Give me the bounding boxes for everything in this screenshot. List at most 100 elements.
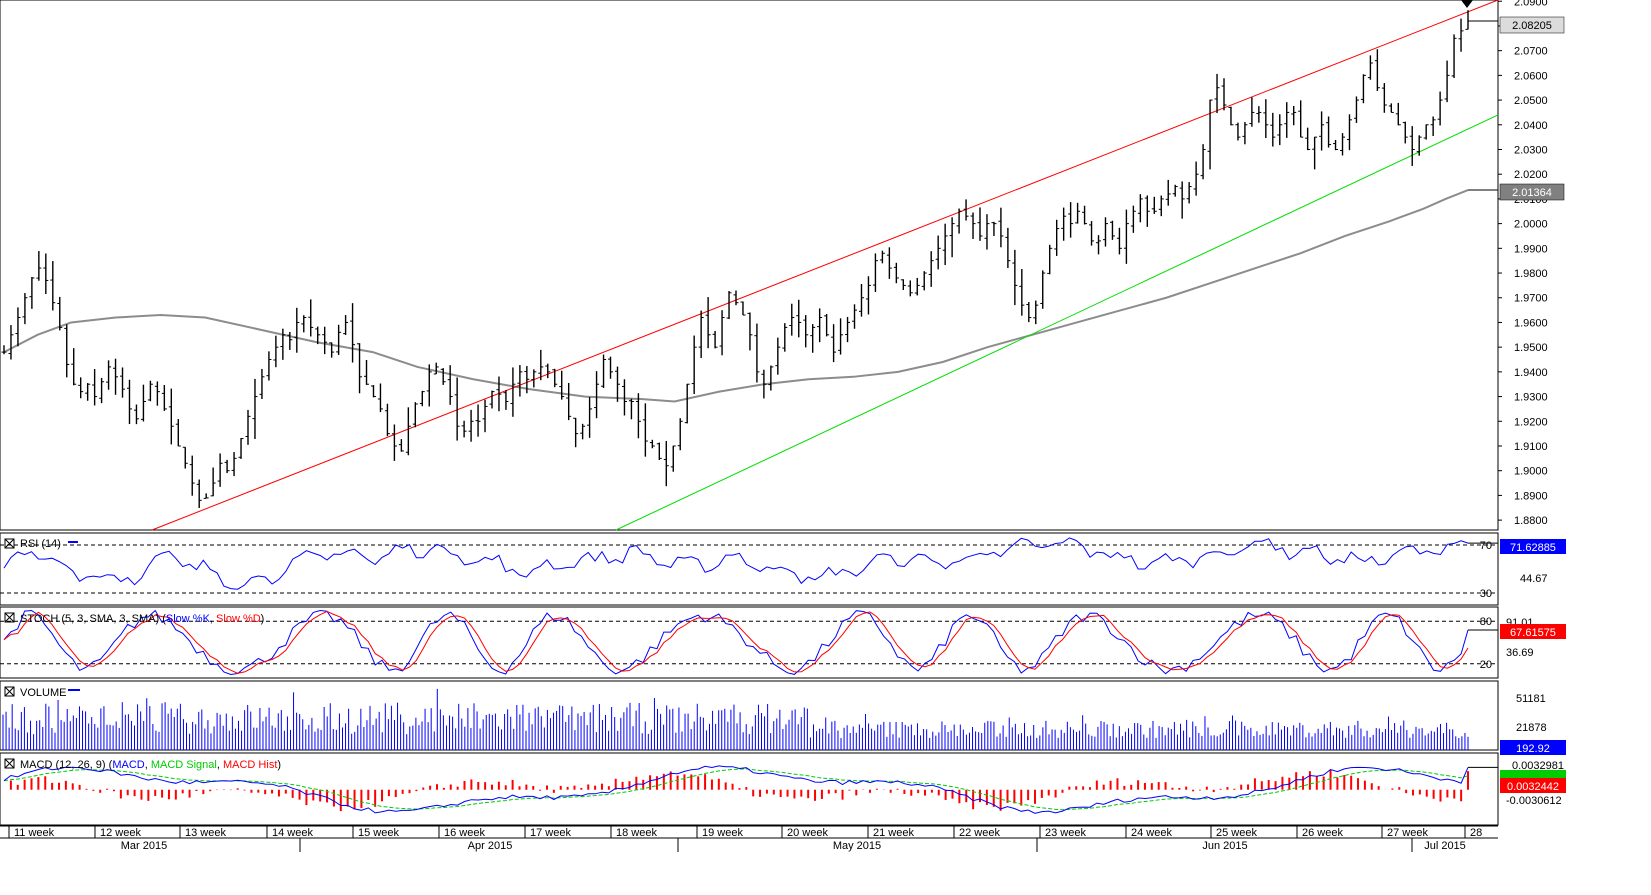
time-axis: 11 week 12 week 13 week 14 week 15 week 16 we… — [0, 825, 1498, 895]
price-bar — [308, 299, 314, 337]
price-bar — [1333, 139, 1339, 151]
price-bar — [733, 290, 739, 306]
price-bar — [1430, 116, 1436, 136]
price-bar — [85, 383, 91, 401]
price-bar — [154, 381, 160, 406]
price-bar — [928, 251, 934, 287]
price-tick-label: 2.0900 — [1514, 0, 1548, 8]
week-label: 19 week — [702, 827, 743, 839]
price-bar — [886, 247, 892, 279]
price-plot-area — [0, 0, 1499, 531]
price-bar — [649, 439, 655, 449]
price-bar — [161, 384, 167, 411]
price-bar — [1019, 269, 1025, 316]
price-bar — [1033, 300, 1039, 325]
week-label: 12 week — [100, 827, 141, 839]
price-bar — [1395, 102, 1401, 126]
macd-panel[interactable]: MACD (12, 26, 9) (MACD, MACD Signal, MAC… — [0, 752, 1566, 826]
price-bar — [1249, 97, 1255, 127]
price-bar — [1458, 18, 1464, 52]
month-label: Jul 2015 — [1424, 840, 1466, 852]
price-bar — [315, 326, 321, 345]
week-label: 25 week — [1216, 827, 1257, 839]
price-bar — [1256, 106, 1262, 123]
price-bar — [15, 307, 21, 347]
price-bar — [1228, 106, 1234, 126]
price-tick-label: 1.9600 — [1514, 317, 1548, 329]
price-bar — [133, 404, 139, 425]
price-bar — [1200, 144, 1206, 180]
volume-panel[interactable]: VOLUME 51181 21878 192.92 — [0, 680, 1566, 755]
collapse-box-cross — [4, 686, 15, 697]
price-bar — [1291, 105, 1297, 126]
week-label: 17 week — [530, 827, 571, 839]
week-label: 27 week — [1387, 827, 1428, 839]
price-bar — [398, 439, 404, 452]
price-bar — [78, 377, 84, 399]
price-bar — [1144, 195, 1150, 227]
rsi-axis-label: 44.67 — [1520, 573, 1548, 585]
price-bar — [384, 403, 390, 437]
macd-value-text: 0.0032442 — [1507, 781, 1559, 793]
price-bar — [1374, 49, 1380, 91]
price-bar — [447, 365, 453, 405]
price-bar — [1068, 202, 1074, 238]
price-bar — [1179, 181, 1185, 219]
price-bar — [266, 351, 272, 381]
week-label: 16 week — [444, 827, 485, 839]
price-bar — [601, 354, 607, 389]
price-bar — [635, 393, 641, 439]
price-bar — [43, 253, 49, 295]
stoch-d-line — [3, 610, 1469, 674]
price-bar — [517, 365, 523, 397]
price-bar — [468, 409, 474, 442]
price-bar — [1388, 103, 1394, 113]
price-tick-label: 2.0300 — [1514, 144, 1548, 156]
stoch-level-label: 20 — [1480, 659, 1492, 671]
macd-title: MACD (12, 26, 9) (MACD, MACD Signal, MAC… — [20, 759, 281, 771]
week-label: 14 week — [272, 827, 313, 839]
price-bar — [71, 348, 77, 386]
price-bar — [907, 280, 913, 297]
collapse-box-icon[interactable] — [4, 758, 15, 769]
macd-signal-box — [1500, 770, 1566, 779]
price-bar — [1353, 96, 1359, 123]
price-tick-label: 2.0400 — [1514, 120, 1548, 132]
price-bar — [1340, 133, 1346, 156]
stoch-panel[interactable]: 80 20 STOCH (5, 3, SMA, 3, SMA) (Slow %K, … — [0, 606, 1566, 679]
price-bar — [64, 324, 70, 378]
rsi-panel[interactable]: 70 30 RSI (14) 44.67 71.62885 — [0, 532, 1566, 606]
price-bar — [538, 349, 544, 381]
price-tick-label: 1.9200 — [1514, 416, 1548, 428]
price-tick-label: 1.9300 — [1514, 392, 1548, 404]
price-bar — [726, 290, 732, 320]
price-panel[interactable]: 2.09002.08002.07002.06002.05002.04002.03… — [0, 0, 1565, 531]
price-bar — [935, 235, 941, 270]
price-bar — [1151, 196, 1157, 214]
price-bar — [684, 383, 690, 424]
price-tick-label: 1.9900 — [1514, 243, 1548, 255]
stoch-axis-label: 36.69 — [1506, 647, 1534, 659]
collapse-box-icon[interactable] — [4, 538, 15, 549]
moving-average-line — [3, 189, 1469, 403]
week-label: 22 week — [959, 827, 1000, 839]
price-bar — [287, 331, 293, 350]
price-bar — [120, 367, 126, 398]
collapse-box-icon[interactable] — [4, 612, 15, 623]
price-bar — [1423, 124, 1429, 140]
price-bar — [956, 208, 962, 234]
price-bar — [747, 312, 753, 351]
price-bar — [963, 199, 969, 221]
ma-value-box-text: 2.01364 — [1512, 187, 1552, 199]
price-bar — [970, 212, 976, 239]
price-tick-label: 1.9400 — [1514, 367, 1548, 379]
price-bar — [29, 277, 35, 309]
week-label: 13 week — [185, 827, 226, 839]
week-label: 11 week — [14, 827, 55, 839]
price-tick-label: 1.9000 — [1514, 466, 1548, 478]
collapse-box-icon[interactable] — [4, 686, 15, 697]
price-bar — [57, 296, 63, 331]
macd-value-box — [1500, 778, 1566, 793]
price-bar — [510, 367, 516, 417]
